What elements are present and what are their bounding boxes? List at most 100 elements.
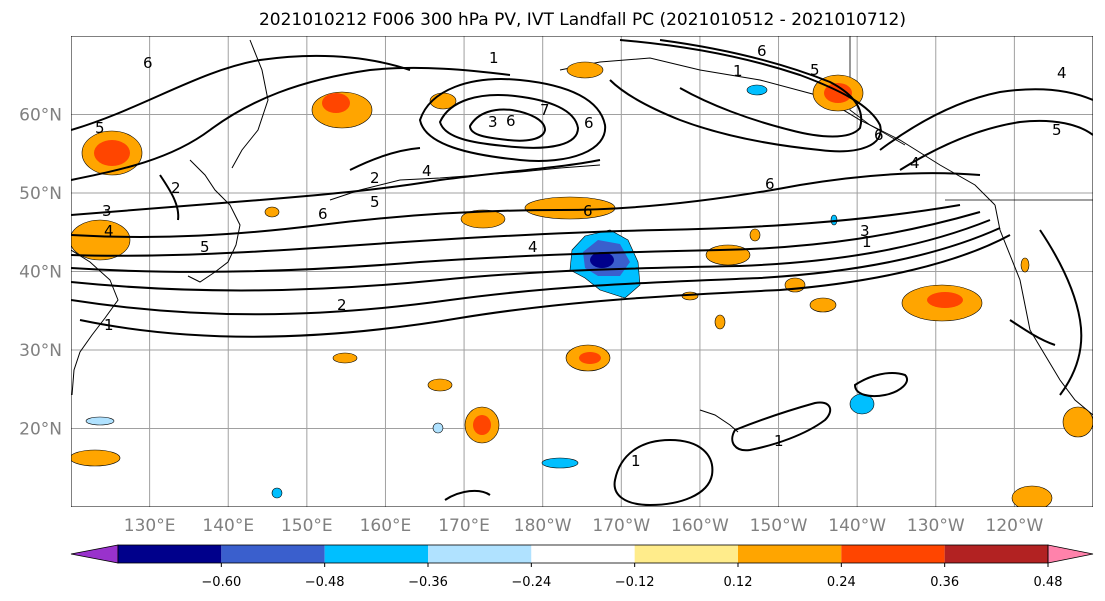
pv-contour-line bbox=[71, 54, 411, 131]
pv-contour-line bbox=[609, 39, 882, 153]
pv-contour-labels: 1 1 1 1 1 1 2 2 2 3 3 3 4 4 4 4 4 5 5 5 … bbox=[95, 42, 1067, 470]
lat-label: 50°N bbox=[19, 184, 62, 204]
lon-label: 170°E bbox=[438, 516, 490, 536]
colorbar-segment bbox=[738, 545, 842, 563]
pv-contour-line bbox=[71, 66, 511, 181]
anomaly-blob bbox=[849, 393, 875, 415]
contour-label: 4 bbox=[910, 154, 920, 172]
anomaly-blob bbox=[322, 93, 350, 113]
pv-contour-line bbox=[418, 78, 607, 162]
pv-contour-line bbox=[71, 227, 1001, 316]
coastline-east-asia bbox=[71, 249, 119, 396]
colorbar-tick-label: −0.24 bbox=[511, 575, 551, 590]
colorbar-tick-labels: −0.60 −0.48 −0.36 −0.24 −0.12 0.12 0.24 0.36 0.4… bbox=[201, 563, 1063, 590]
colorbar-segment bbox=[634, 545, 738, 563]
contour-label: 6 bbox=[874, 126, 884, 144]
border-alaska-canada bbox=[849, 36, 906, 146]
colorbar-extend-high bbox=[1047, 544, 1094, 564]
pv-contour-line bbox=[1009, 319, 1056, 346]
coastline-japan bbox=[187, 159, 241, 283]
contour-label: 6 bbox=[318, 205, 328, 223]
colorbar-extend-low bbox=[70, 544, 119, 564]
contour-label: 4 bbox=[104, 222, 114, 240]
anomaly-blob bbox=[746, 84, 768, 96]
pv-contours bbox=[71, 39, 1093, 507]
anomaly-blob bbox=[460, 209, 506, 229]
anomaly-blob bbox=[524, 196, 616, 220]
anomaly-blob bbox=[1020, 257, 1030, 273]
pv-contour-line bbox=[853, 372, 908, 398]
pv-contour-line bbox=[71, 172, 981, 238]
pv-contour-line bbox=[438, 94, 580, 149]
contour-label: 1 bbox=[733, 62, 743, 80]
colorbar-tick-label: −0.48 bbox=[305, 575, 345, 590]
colorbar-frame bbox=[117, 544, 1049, 564]
lat-label: 60°N bbox=[19, 106, 62, 126]
anomaly-blob bbox=[1011, 485, 1053, 507]
contour-label: 3 bbox=[102, 202, 112, 220]
pv-contour-line bbox=[71, 204, 961, 257]
contour-label: 6 bbox=[506, 112, 516, 130]
colorbar bbox=[70, 544, 1094, 564]
pv-contour-line bbox=[79, 234, 1011, 338]
contour-label: 6 bbox=[583, 202, 593, 220]
contour-label: 1 bbox=[774, 432, 784, 450]
lon-label: 130°W bbox=[907, 516, 965, 536]
contour-label: 5 bbox=[370, 193, 380, 211]
lon-label: 180°W bbox=[514, 516, 572, 536]
pv-contour-line bbox=[444, 489, 491, 501]
colorbar-tick-label: −0.36 bbox=[408, 575, 448, 590]
colorbar-tick-label: −0.12 bbox=[615, 575, 655, 590]
colorbar-tick-label: 0.12 bbox=[724, 575, 753, 590]
lon-label: 140°E bbox=[202, 516, 254, 536]
anomaly-blob bbox=[332, 352, 358, 364]
anomaly-blob bbox=[71, 449, 121, 467]
contour-label: 7 bbox=[540, 101, 550, 119]
lon-label: 120°W bbox=[986, 516, 1044, 536]
contour-label: 1 bbox=[489, 49, 499, 67]
anomaly-blob bbox=[749, 228, 761, 242]
colorbar-segment bbox=[531, 545, 635, 563]
contour-label: 5 bbox=[200, 238, 210, 256]
pv-contour-line bbox=[468, 108, 547, 142]
pv-contour-line bbox=[349, 147, 421, 171]
latitude-labels: 60°N 50°N 40°N 30°N 20°N bbox=[19, 106, 62, 440]
anomaly-blob bbox=[94, 140, 130, 166]
contour-label: 5 bbox=[1052, 121, 1062, 139]
anomaly-blob bbox=[809, 297, 837, 313]
longitude-labels: 130°E 140°E 150°E 160°E 170°E 180°W 170°W 160°W… bbox=[124, 516, 1044, 536]
ivt-negative-anomalies bbox=[85, 84, 875, 499]
colorbar-segment bbox=[428, 545, 532, 563]
colorbar-segment bbox=[221, 545, 325, 563]
contour-label: 1 bbox=[862, 233, 872, 251]
colorbar-tick-label: 0.48 bbox=[1034, 575, 1063, 590]
colorbar-segment bbox=[841, 545, 945, 563]
contour-label: 1 bbox=[631, 452, 641, 470]
anomaly-blob bbox=[705, 244, 751, 266]
lat-label: 30°N bbox=[19, 341, 62, 361]
contour-label: 4 bbox=[528, 238, 538, 256]
pv-contour-line bbox=[71, 159, 601, 216]
anomaly-blob bbox=[271, 487, 283, 499]
contour-label: 5 bbox=[95, 119, 105, 137]
colorbar-segment bbox=[118, 545, 222, 563]
lon-label: 130°E bbox=[124, 516, 176, 536]
anomaly-blob bbox=[1062, 406, 1093, 438]
contour-label: 5 bbox=[810, 61, 820, 79]
anomaly-blob bbox=[71, 219, 131, 261]
contour-label: 6 bbox=[765, 175, 775, 193]
pv-contour-line bbox=[159, 174, 180, 221]
contour-label: 3 bbox=[488, 113, 498, 131]
pv-contour-line bbox=[659, 39, 863, 138]
colorbar-segment bbox=[324, 545, 428, 563]
coastlines bbox=[71, 36, 1093, 433]
anomaly-blob bbox=[566, 61, 604, 79]
anomaly-blob bbox=[714, 314, 726, 330]
pv-contour-line bbox=[731, 401, 832, 452]
pv-contour-line bbox=[899, 119, 1093, 171]
contour-label: 2 bbox=[171, 179, 181, 197]
anomaly-blob bbox=[432, 422, 444, 434]
colorbar-segment bbox=[944, 545, 1048, 563]
contour-label: 6 bbox=[757, 42, 767, 60]
